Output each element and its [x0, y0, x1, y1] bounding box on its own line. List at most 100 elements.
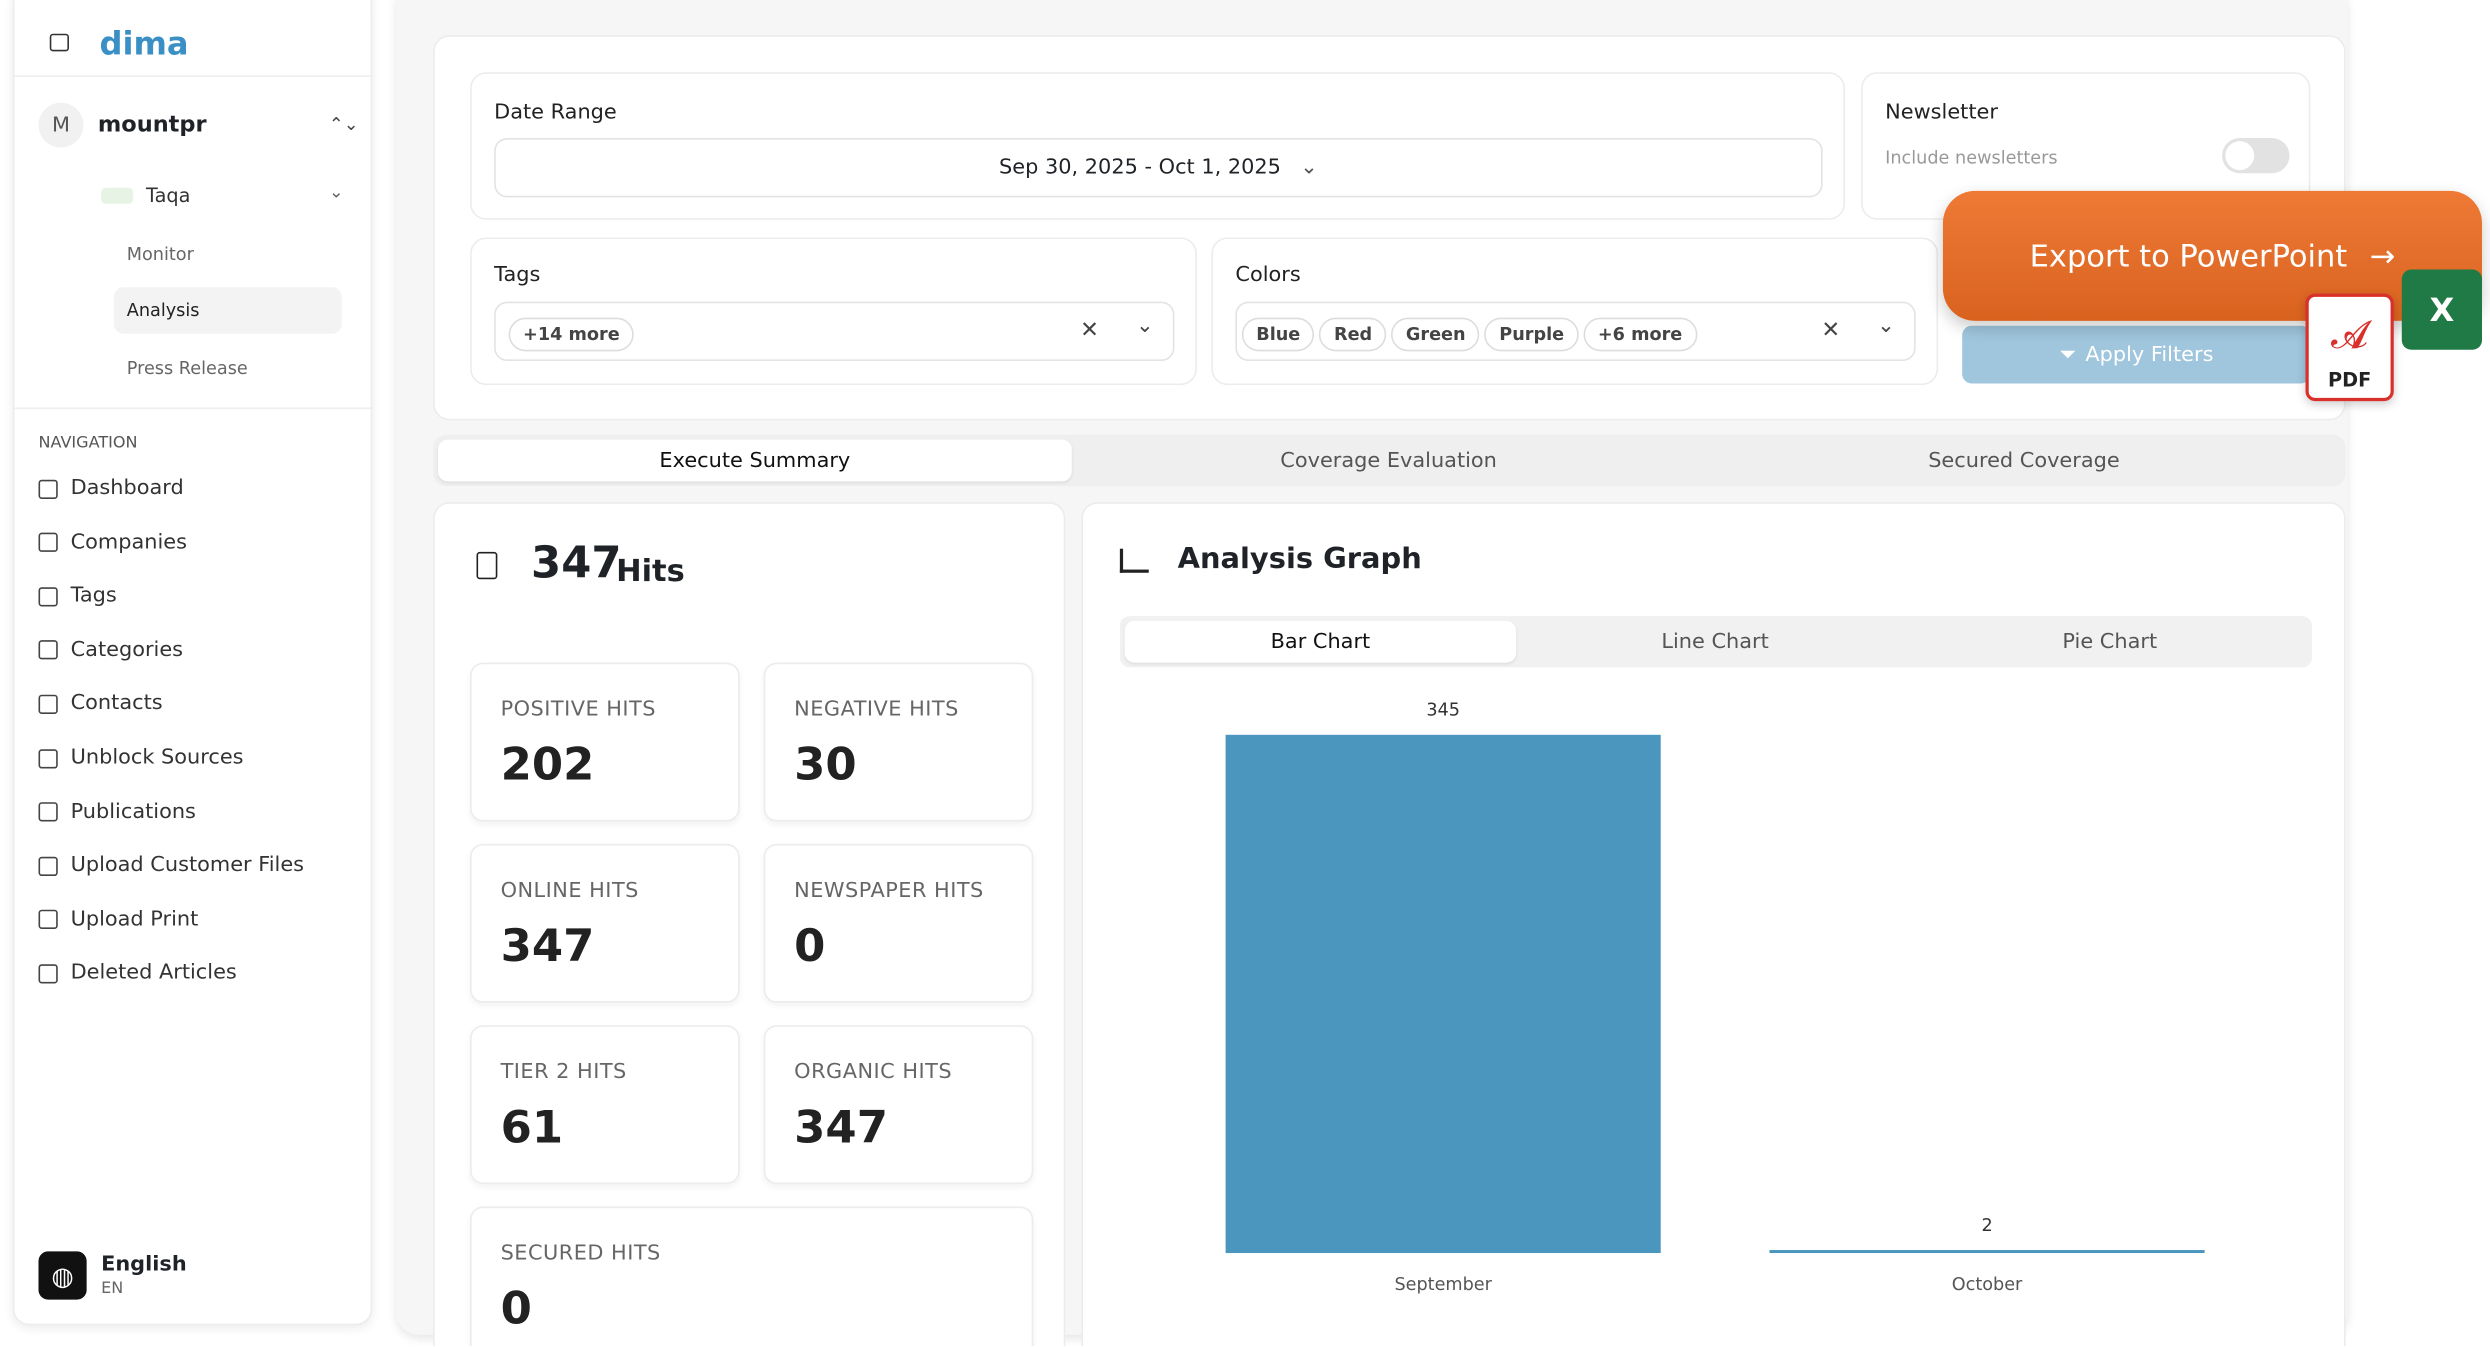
value-label: 2: [1981, 1216, 1992, 1236]
language-code: EN: [101, 1280, 124, 1298]
stat-card: ONLINE HITS 347: [470, 843, 740, 1003]
stat-card: SECURED HITS 0: [470, 1206, 1034, 1347]
tab[interactable]: Secured Coverage: [1928, 448, 2120, 473]
pdf-icon[interactable]: 𝓐 PDF: [2305, 293, 2394, 402]
stat-value: 0: [500, 1281, 532, 1335]
graph-panel: Analysis Graph Bar Chart Line Chart Pie …: [1081, 502, 2346, 1347]
bar: [1769, 1250, 2205, 1254]
stat-value: 30: [794, 738, 857, 791]
workspace-switch[interactable]: ⌃⌄: [328, 113, 359, 135]
document-icon: [476, 551, 498, 580]
nav-heading: NAVIGATION: [38, 434, 138, 453]
stat-value: 61: [500, 1100, 564, 1154]
subnav-item[interactable]: Press Release: [126, 357, 248, 379]
pdf-label: PDF: [2328, 369, 2372, 392]
bar: [1225, 734, 1661, 1254]
client-logo: [101, 187, 134, 204]
stat-card: TIER 2 HITS 61: [470, 1025, 740, 1185]
chips: Blue Red Green Purple +6 more: [1241, 316, 1702, 352]
language-icon[interactable]: ◍: [38, 1251, 87, 1300]
hits-label: Hits: [616, 553, 685, 589]
apply-label: Apply Filters: [2085, 342, 2214, 367]
nav-label: Publications: [70, 799, 196, 825]
nav-label: Contacts: [70, 692, 163, 717]
client-name[interactable]: Taqa: [146, 184, 191, 207]
nav-item[interactable]: Deleted Articles: [38, 962, 237, 986]
date-value: Sep 30, 2025 - Oct 1, 2025: [999, 155, 1281, 180]
apply-filters-button[interactable]: ⏷ Apply Filters: [1962, 325, 2311, 384]
graph-icon: [1119, 548, 1149, 573]
stat-card: POSITIVE HITS 202: [470, 662, 740, 822]
nav-label: Companies: [70, 530, 187, 555]
nav-item[interactable]: Unblock Sources: [38, 746, 244, 770]
label: Tags: [494, 263, 541, 288]
colors-select[interactable]: Blue Red Green Purple +6 more ✕ ⌄: [1235, 301, 1916, 361]
client-chevron[interactable]: ⌄: [328, 181, 344, 203]
subnav-item[interactable]: Monitor: [126, 243, 194, 265]
chip: Blue: [1241, 317, 1315, 352]
nav-icon: [38, 802, 58, 822]
subnav-active: [113, 287, 342, 334]
stat-label: NEWSPAPER HITS: [794, 879, 984, 904]
label: Colors: [1235, 263, 1301, 288]
stat-label: TIER 2 HITS: [500, 1060, 627, 1085]
date-picker[interactable]: Sep 30, 2025 - Oct 1, 2025 ⌄: [494, 137, 1823, 198]
nav-label: Upload Print: [70, 907, 199, 932]
chips: +14 more: [508, 316, 639, 352]
sidebar-toggle[interactable]: [49, 33, 69, 52]
nav-item[interactable]: Tags: [38, 584, 117, 609]
sidebar: dima M mountpr ⌃⌄ Taqa ⌄ Monitor Analysi…: [12, 0, 374, 1326]
stat-label: ONLINE HITS: [500, 879, 639, 904]
stat-card: ORGANIC HITS 347: [763, 1025, 1034, 1185]
stat-value: 347: [794, 1100, 888, 1154]
nav-item[interactable]: Upload Print: [38, 907, 199, 932]
nav-icon: [38, 910, 58, 930]
nav-icon: [38, 586, 58, 606]
nav-label: Categories: [70, 638, 184, 663]
nav-icon: [38, 694, 58, 714]
nav-item[interactable]: Categories: [38, 638, 184, 663]
stat-label: SECURED HITS: [500, 1241, 661, 1266]
nav-icon: [38, 748, 58, 768]
tabs: Execute Summary Coverage Evaluation Secu…: [433, 434, 2346, 487]
stat-value: 202: [500, 738, 595, 791]
nav-label: Dashboard: [70, 476, 184, 501]
nav-icon: [38, 478, 58, 499]
nav-icon: [38, 640, 58, 660]
chip: Red: [1319, 317, 1387, 352]
chart-tab[interactable]: Pie Chart: [2062, 629, 2158, 654]
tab[interactable]: Coverage Evaluation: [1280, 448, 1497, 473]
tags-filter: Tags +14 more ✕ ⌄: [470, 237, 1197, 386]
excel-icon[interactable]: X: [2401, 269, 2483, 350]
nav-icon: [38, 856, 58, 876]
bar-chart: 345 September 2 October: [1225, 701, 2205, 1295]
toggle[interactable]: [2222, 137, 2290, 174]
brand[interactable]: dima: [99, 24, 189, 63]
nav-item[interactable]: Publications: [38, 799, 196, 825]
nav-item[interactable]: Contacts: [38, 692, 163, 717]
nav-item[interactable]: Companies: [38, 530, 187, 555]
value-label: 345: [1426, 701, 1460, 721]
graph-title: Analysis Graph: [1177, 542, 1422, 576]
x-tick-label: September: [1394, 1275, 1492, 1295]
colors-filter: Colors Blue Red Green Purple +6 more ✕ ⌄: [1211, 237, 1939, 386]
subnav-item[interactable]: Analysis: [126, 300, 200, 321]
nav-item[interactable]: Upload Customer Files: [38, 854, 304, 878]
stat-card: NEWSPAPER HITS 0: [763, 843, 1034, 1003]
chart-tab[interactable]: Bar Chart: [1124, 620, 1517, 663]
chart-tab[interactable]: Line Chart: [1661, 629, 1769, 654]
nav-icon: [38, 532, 58, 553]
tab[interactable]: Execute Summary: [438, 439, 1072, 482]
nav-label: Tags: [70, 584, 117, 609]
language[interactable]: English: [101, 1253, 187, 1278]
tags-select[interactable]: +14 more ✕ ⌄: [494, 301, 1175, 361]
divider: [14, 407, 374, 410]
chip: Purple: [1484, 317, 1579, 352]
label: Date Range: [494, 101, 617, 126]
chart-tabs: Bar Chart Line Chart Pie Chart: [1119, 616, 2312, 668]
nav-item[interactable]: Dashboard: [38, 476, 184, 501]
stat-label: POSITIVE HITS: [500, 697, 656, 722]
workspace-name[interactable]: mountpr: [97, 112, 207, 138]
